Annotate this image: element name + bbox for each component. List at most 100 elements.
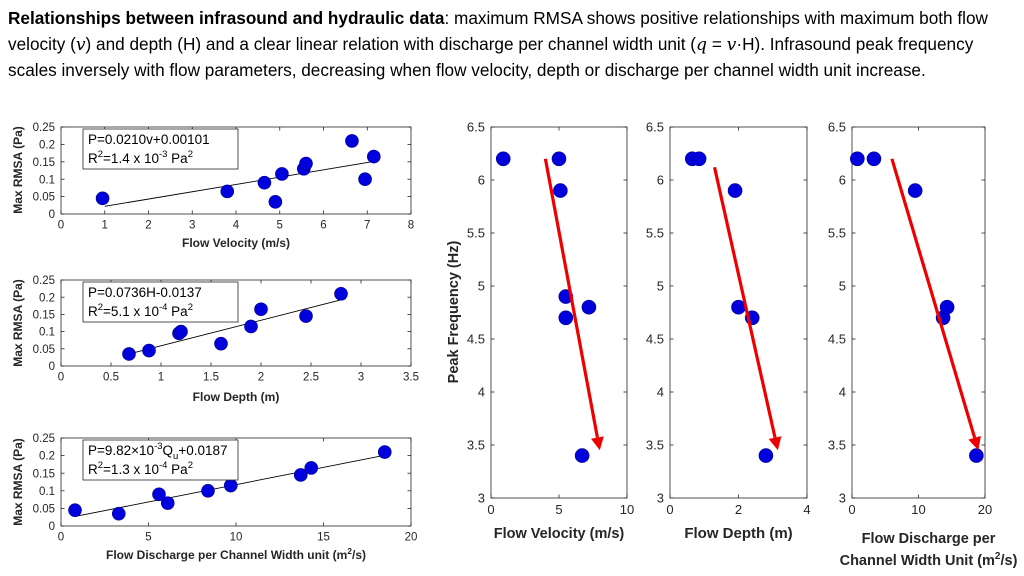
y-tick-label: 0 [49, 361, 55, 373]
y-tick-label: 3.5 [467, 438, 485, 453]
caption-symbol-v: v [726, 34, 737, 55]
text-span: Q [163, 443, 174, 458]
x-tick-label: 0 [487, 502, 494, 517]
x-tick-label: 3.5 [403, 372, 419, 384]
data-point [907, 183, 923, 198]
y-tick-label: 3.5 [828, 438, 846, 453]
x-tick-label: 0.5 [103, 372, 119, 384]
data-point [174, 324, 188, 339]
y-tick-label: 0.05 [33, 192, 55, 204]
data-point [201, 483, 215, 498]
y-tick-label: 0.15 [33, 157, 55, 169]
data-point [244, 319, 258, 334]
data-point [581, 299, 597, 315]
x-tick-label: 10 [911, 502, 925, 517]
text-span: =1.4 x 10 [103, 151, 159, 166]
y-tick-label: 3.5 [646, 438, 664, 453]
text-span: =1.3 x 10 [103, 462, 159, 477]
figure-caption: Relationships between infrasound and hyd… [8, 6, 1018, 84]
trend-arrow-shaft [712, 166, 777, 438]
chart-rmsa_velocity: 0 1 2 3 4 5 6 7 8 0 0.05 0.1 0.15 0.2 0.25 P=0.0210v+0.… [11, 122, 414, 250]
data-point [358, 172, 372, 186]
text-span: R [88, 304, 98, 319]
data-point [122, 347, 136, 361]
y-tick-label: 4.5 [828, 332, 846, 347]
y-tick-label: 0.2 [39, 140, 55, 152]
data-point [367, 149, 381, 164]
data-point [111, 506, 126, 521]
fit-equation: P=0.0210v+0.00101 [88, 132, 210, 147]
y-tick-label: 6.5 [646, 120, 664, 135]
data-point [553, 183, 568, 198]
x-tick-label: 2.5 [303, 372, 319, 384]
y-axis-label: Max RMSA (Pa) [11, 438, 25, 526]
y-tick-label: 3 [478, 491, 485, 506]
y-tick-label: 4 [478, 385, 485, 400]
data-point [969, 448, 984, 463]
x-axis-label: Flow Velocity (m/s) [182, 236, 290, 250]
data-point [152, 487, 166, 502]
x-tick-label: 0 [848, 502, 855, 517]
x-tick-label: 1 [158, 372, 164, 384]
data-point [558, 310, 574, 326]
data-point [220, 184, 235, 199]
data-point [495, 151, 511, 167]
data-point [377, 445, 392, 459]
chart-rmsa_depth: 0 0.5 1 1.5 2 2.5 3 3.5 0 0.05 0.1 0.15 0.2 0.25 P=0.0… [11, 275, 419, 404]
text-span: Channel Width Unit (m [840, 553, 995, 569]
x-tick-label: 20 [978, 502, 992, 517]
x-tick-label: 4 [803, 502, 810, 517]
x-tick-label: 10 [230, 532, 243, 544]
text-span: u [173, 451, 178, 462]
annotation-box [82, 128, 239, 170]
y-tick-label: 0.25 [33, 122, 55, 134]
text-span: -4 [159, 460, 167, 471]
data-point [691, 151, 707, 167]
fit-line [128, 298, 347, 355]
x-tick-label: 3 [358, 372, 364, 384]
data-point [299, 309, 313, 323]
x-tick-label: 2 [258, 372, 264, 384]
x-tick-label: 0 [666, 502, 673, 517]
chart-peak_discharge: 0 10 20 3 3.5 4 4.5 5 5.5 6 6.5 Flow Discharge per C… [828, 120, 1018, 569]
y-tick-label: 0.15 [33, 310, 55, 322]
y-tick-label: 4.5 [467, 332, 485, 347]
data-point [293, 468, 308, 482]
caption-text: : maximum RMSA shows positive relationsh… [8, 8, 988, 54]
x-tick-label: 2 [735, 502, 742, 517]
data-point [758, 448, 774, 463]
y-tick-label: 0.05 [33, 504, 55, 516]
x-tick-label: 15 [317, 532, 330, 544]
x-tick-label: 5 [277, 220, 283, 232]
trend-arrow-head [591, 436, 604, 451]
data-point [95, 191, 110, 206]
x-tick-label: 5 [555, 502, 562, 517]
y-tick-label: 5.5 [828, 226, 846, 241]
data-point [257, 175, 272, 190]
axes-box [851, 126, 986, 499]
text-span: 2 [188, 302, 193, 313]
y-axis-label: Peak Frequency (Hz) [446, 241, 462, 384]
x-axis-label: Flow Velocity (m/s) [494, 526, 625, 542]
data-point [939, 299, 955, 315]
text-span: P=9.82×10 [88, 443, 154, 458]
text-span: 2 [98, 149, 103, 160]
y-tick-label: 6.5 [828, 120, 846, 135]
x-tick-label: 4 [233, 220, 240, 232]
text-span: 2 [98, 460, 103, 471]
x-tick-label: 1 [102, 220, 108, 232]
y-tick-label: 6.5 [467, 120, 485, 135]
text-span: -4 [159, 302, 167, 313]
data-point [268, 195, 283, 209]
y-tick-label: 0 [49, 209, 55, 221]
y-tick-label: 0.15 [33, 468, 55, 480]
text-span: +0.0187 [178, 443, 227, 458]
data-point [142, 343, 156, 358]
y-tick-label: 6 [839, 173, 846, 188]
caption-text: = [707, 33, 727, 54]
x-tick-label: 8 [408, 220, 414, 232]
y-tick-label: 0.05 [33, 344, 55, 356]
y-tick-label: 5.5 [467, 226, 485, 241]
y-axis-label: Max RMSA (Pa) [11, 279, 25, 367]
text-span: Pa [167, 462, 188, 477]
